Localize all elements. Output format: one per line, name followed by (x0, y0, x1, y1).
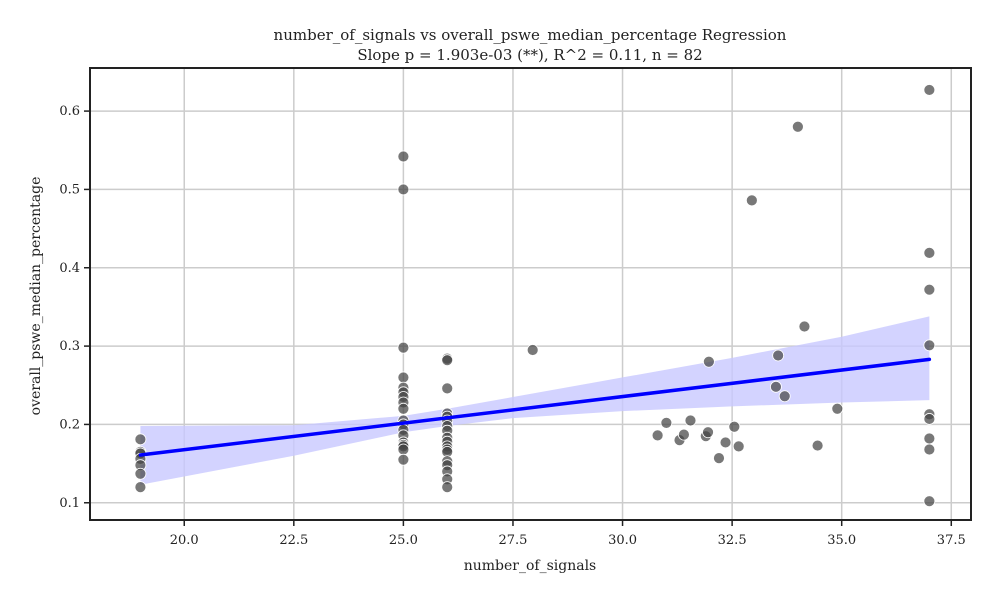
scatter-point (702, 355, 715, 368)
scatter-point (134, 467, 147, 480)
grid-layer (90, 68, 971, 520)
scatter-point (923, 495, 936, 508)
scatter-point (719, 436, 732, 449)
scatter-point (798, 320, 811, 333)
scatter-point (923, 443, 936, 456)
x-tick-layer: 20.0 22.5 25.0 27.5 30.0 32.5 35.0 37.5 (170, 520, 966, 548)
regression-line-layer (138, 357, 932, 457)
y-tick-label: 0.6 (59, 104, 80, 119)
x-tick-label: 25.0 (389, 533, 418, 548)
scatter-point (923, 413, 936, 425)
scatter-point (728, 420, 741, 433)
scatter-point (397, 371, 410, 384)
x-tick-label: 27.5 (498, 533, 527, 548)
x-tick-label: 37.5 (937, 533, 966, 548)
chart-subtitle: Slope p = 1.903e-03 (**), R^2 = 0.11, n … (357, 46, 702, 64)
scatter-point (660, 416, 673, 429)
x-tick-label: 35.0 (827, 533, 856, 548)
scatter-point (713, 452, 725, 465)
scatter-point (831, 402, 844, 415)
y-tick-label: 0.5 (59, 182, 80, 197)
scatter-point (441, 481, 454, 493)
y-tick-label: 0.1 (59, 496, 80, 511)
x-tick-label: 20.0 (170, 533, 199, 548)
scatter-point (923, 339, 936, 352)
scatter-point (811, 439, 824, 452)
scatter-point (770, 380, 782, 393)
x-tick-label: 30.0 (608, 533, 637, 548)
scatter-point (923, 432, 936, 445)
y-tick-label: 0.2 (59, 417, 80, 432)
scatter-point (702, 426, 714, 439)
y-tick-label: 0.3 (59, 339, 80, 354)
scatter-point (134, 481, 147, 493)
scatter-point (397, 183, 410, 196)
scatter-point (397, 443, 410, 456)
y-axis-label: overall_pswe_median_percentage (28, 177, 44, 416)
x-tick-label: 32.5 (718, 533, 747, 548)
scatter-point (923, 283, 936, 296)
scatter-point (134, 433, 147, 446)
plot-frame (89, 67, 972, 521)
scatter-point (684, 414, 697, 427)
scatter-points-layer (134, 84, 936, 508)
regression-line (138, 357, 932, 457)
confidence-band (140, 316, 930, 485)
scatter-point (441, 382, 454, 395)
scatter-point (397, 402, 410, 415)
scatter-point (923, 246, 936, 259)
scatter-point (397, 341, 410, 354)
y-tick-layer: 0.1 0.2 0.3 0.4 0.5 0.6 (59, 104, 90, 511)
scatter-point (678, 428, 690, 441)
scatter-point (397, 453, 410, 466)
scatter-point (745, 194, 758, 207)
scatter-point (441, 354, 454, 367)
confidence-band-layer (140, 316, 930, 485)
scatter-point (772, 349, 785, 362)
scatter-point (923, 84, 936, 96)
x-tick-label: 22.5 (279, 533, 308, 548)
y-tick-label: 0.4 (59, 261, 80, 276)
scatter-point (791, 120, 804, 133)
scatter-point (651, 429, 664, 442)
scatter-point (526, 344, 539, 356)
scatter-point (397, 150, 410, 163)
x-axis-label: number_of_signals (464, 558, 597, 574)
scatter-point (778, 390, 791, 403)
scatter-point (732, 440, 745, 453)
chart-title: number_of_signals vs overall_pswe_median… (274, 26, 787, 44)
